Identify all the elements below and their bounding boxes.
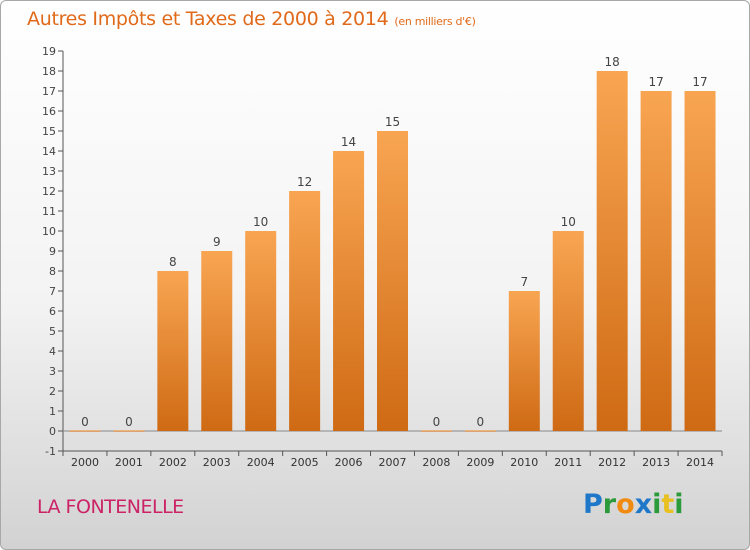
bar bbox=[245, 231, 277, 431]
bar bbox=[69, 430, 101, 432]
x-tick-label: 2011 bbox=[554, 456, 582, 469]
chart-title: Autres Impôts et Taxes de 2000 à 2014 (en… bbox=[27, 8, 476, 30]
data-label: 10 bbox=[253, 215, 268, 229]
bar bbox=[157, 271, 189, 431]
chart-labels: 2000 0 2001 0 2002 8 2003 9 2004 10 2005 12 2006 14 20… bbox=[71, 55, 714, 469]
y-tick-label: 4 bbox=[49, 345, 56, 358]
y-tick-label: 9 bbox=[49, 245, 56, 258]
data-label: 0 bbox=[125, 415, 133, 429]
data-label: 18 bbox=[605, 55, 620, 69]
bar bbox=[377, 131, 408, 431]
data-label: 0 bbox=[81, 415, 89, 429]
bar bbox=[596, 71, 628, 431]
y-tick-label: 2 bbox=[49, 385, 56, 398]
bar bbox=[508, 291, 540, 431]
y-tick-label: 0 bbox=[49, 425, 56, 438]
y-tick-label: 7 bbox=[49, 285, 56, 298]
y-tick-label: 19 bbox=[42, 45, 56, 58]
x-tick-label: 2001 bbox=[115, 456, 143, 469]
chart-bars bbox=[69, 71, 716, 432]
y-tick-label: 13 bbox=[42, 165, 56, 178]
y-tick-label: 14 bbox=[42, 145, 56, 158]
data-label: 10 bbox=[561, 215, 576, 229]
x-tick-label: 2004 bbox=[247, 456, 275, 469]
data-label: 17 bbox=[692, 75, 707, 89]
bar bbox=[464, 430, 496, 432]
x-tick-label: 2005 bbox=[291, 456, 319, 469]
data-label: 0 bbox=[477, 415, 485, 429]
data-label: 7 bbox=[520, 275, 528, 289]
x-tick-label: 2006 bbox=[335, 456, 363, 469]
x-tick-label: 2007 bbox=[379, 456, 407, 469]
bar bbox=[113, 430, 145, 432]
data-label: 12 bbox=[297, 175, 312, 189]
y-tick-label: -1 bbox=[45, 445, 56, 458]
place-name: LA FONTENELLE bbox=[37, 496, 184, 518]
bar bbox=[552, 231, 584, 431]
x-tick-label: 2002 bbox=[159, 456, 187, 469]
data-label: 17 bbox=[648, 75, 663, 89]
y-tick-label: 16 bbox=[42, 105, 56, 118]
x-tick-label: 2003 bbox=[203, 456, 231, 469]
x-tick-label: 2012 bbox=[598, 456, 626, 469]
x-tick-label: 2000 bbox=[71, 456, 99, 469]
bar bbox=[333, 151, 365, 431]
y-tick-label: 5 bbox=[49, 325, 56, 338]
data-label: 15 bbox=[385, 115, 400, 129]
y-tick-label: 8 bbox=[49, 265, 56, 278]
bar bbox=[640, 91, 672, 431]
y-tick-label: 6 bbox=[49, 305, 56, 318]
y-tick-label: 15 bbox=[42, 125, 56, 138]
chart-title-unit: (en milliers d'€) bbox=[394, 15, 476, 28]
x-tick-label: 2010 bbox=[510, 456, 538, 469]
y-tick-label: 17 bbox=[42, 85, 56, 98]
y-tick-label: 1 bbox=[49, 405, 56, 418]
y-tick-label: 12 bbox=[42, 185, 56, 198]
x-tick-label: 2008 bbox=[422, 456, 450, 469]
y-tick-label: 10 bbox=[42, 225, 56, 238]
bar bbox=[289, 191, 321, 431]
proxiti-logo: Proxiti bbox=[583, 489, 684, 520]
x-tick-label: 2014 bbox=[686, 456, 714, 469]
data-label: 14 bbox=[341, 135, 356, 149]
data-label: 0 bbox=[433, 415, 441, 429]
bar bbox=[684, 91, 716, 431]
x-tick-label: 2009 bbox=[466, 456, 494, 469]
data-label: 8 bbox=[169, 255, 177, 269]
bar bbox=[420, 430, 452, 432]
y-tick-label: 11 bbox=[42, 205, 56, 218]
y-tick-label: 3 bbox=[49, 365, 56, 378]
y-tick-label: 18 bbox=[42, 65, 56, 78]
bar bbox=[201, 251, 233, 431]
data-label: 9 bbox=[213, 235, 221, 249]
chart-title-text: Autres Impôts et Taxes de 2000 à 2014 bbox=[27, 8, 389, 30]
x-tick-label: 2013 bbox=[642, 456, 670, 469]
